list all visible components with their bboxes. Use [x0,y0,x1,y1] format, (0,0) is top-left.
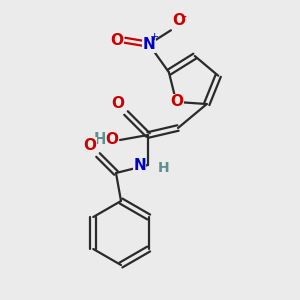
Text: O: O [111,96,124,111]
Text: -: - [182,11,186,25]
Text: H: H [93,133,106,148]
Text: O: O [172,13,185,28]
Text: N: N [133,158,146,172]
Text: N: N [142,37,155,52]
Text: O: O [83,138,96,153]
Text: +: + [150,32,160,42]
Text: O: O [110,33,123,48]
Text: O: O [105,133,118,148]
Text: O: O [170,94,183,110]
Text: H: H [158,161,169,175]
